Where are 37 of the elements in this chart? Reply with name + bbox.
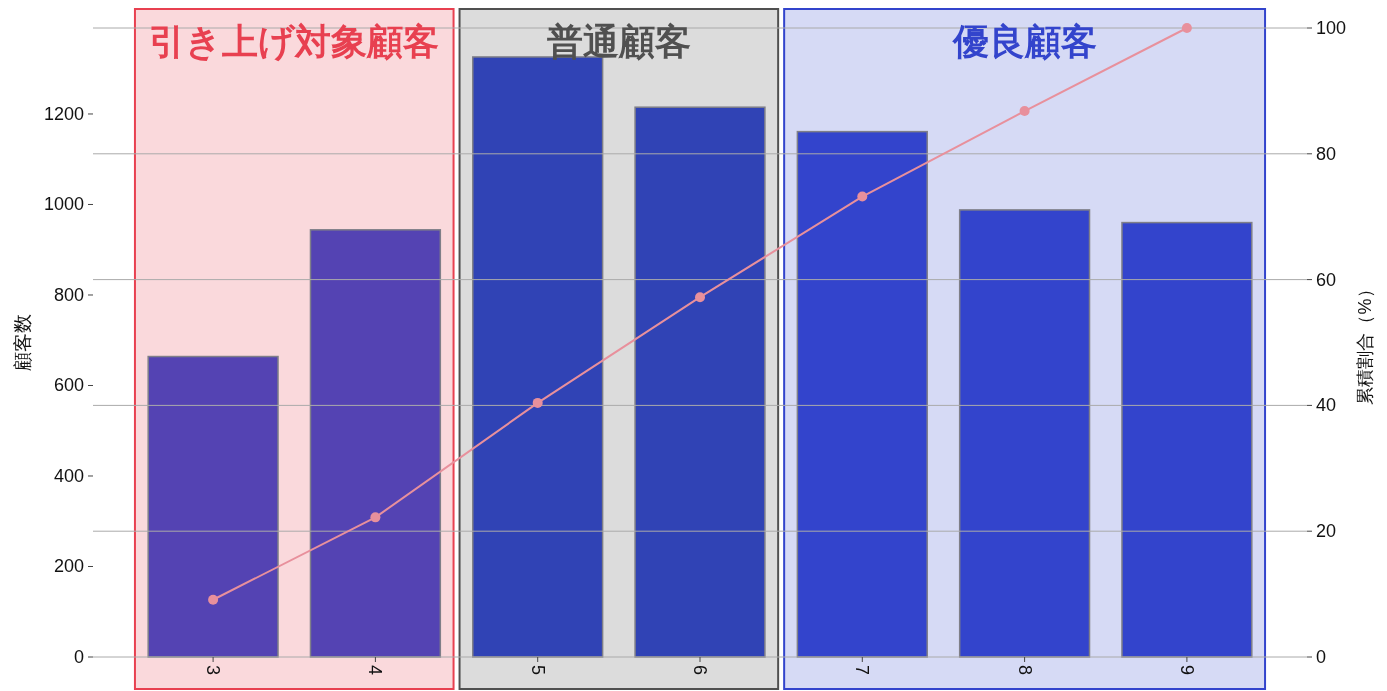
bar	[309, 229, 442, 658]
y2-tick-label: 100	[1316, 18, 1347, 38]
y-tick-label: 600	[53, 375, 84, 396]
point	[857, 191, 868, 202]
bar	[1121, 221, 1253, 658]
y2-tick-label: 60	[1316, 269, 1337, 290]
y2-tick-label: 80	[1316, 143, 1337, 164]
y2-tick-label: 20	[1316, 521, 1337, 542]
point	[695, 292, 705, 303]
x-tick-label: 7	[852, 665, 873, 676]
point	[1181, 23, 1192, 33]
bar	[147, 355, 279, 658]
point	[208, 594, 219, 605]
x-tick-label: 5	[527, 665, 548, 676]
x-tick-label: 6	[690, 665, 710, 676]
bar	[796, 130, 928, 658]
y-tick-label: 1000	[43, 194, 84, 215]
y2-tick-label: 0	[1316, 647, 1327, 667]
band-label: 引き上げ対象顧客	[149, 20, 440, 62]
band-label: 優良顧客	[951, 20, 1097, 62]
point	[532, 397, 543, 408]
y2-axis-title: 累積割合（%）	[1355, 280, 1375, 405]
y-tick-label: 800	[53, 284, 84, 305]
y-tick-label: 0	[73, 647, 84, 667]
y-tick-label: 400	[53, 465, 84, 486]
x-tick-label: 9	[1176, 665, 1197, 676]
y2-tick-label: 40	[1316, 395, 1337, 416]
point	[370, 512, 381, 523]
band-label: 普通顧客	[546, 20, 691, 62]
x-tick-label: 3	[203, 665, 224, 676]
x-tick-label: 4	[365, 665, 386, 676]
y-tick-label: 200	[53, 556, 84, 577]
y-tick-label: 1200	[43, 103, 84, 124]
x-tick-label: 8	[1014, 665, 1035, 676]
y-axis-title: 顧客数	[11, 314, 33, 371]
bar	[958, 209, 1091, 658]
point	[1019, 106, 1030, 117]
